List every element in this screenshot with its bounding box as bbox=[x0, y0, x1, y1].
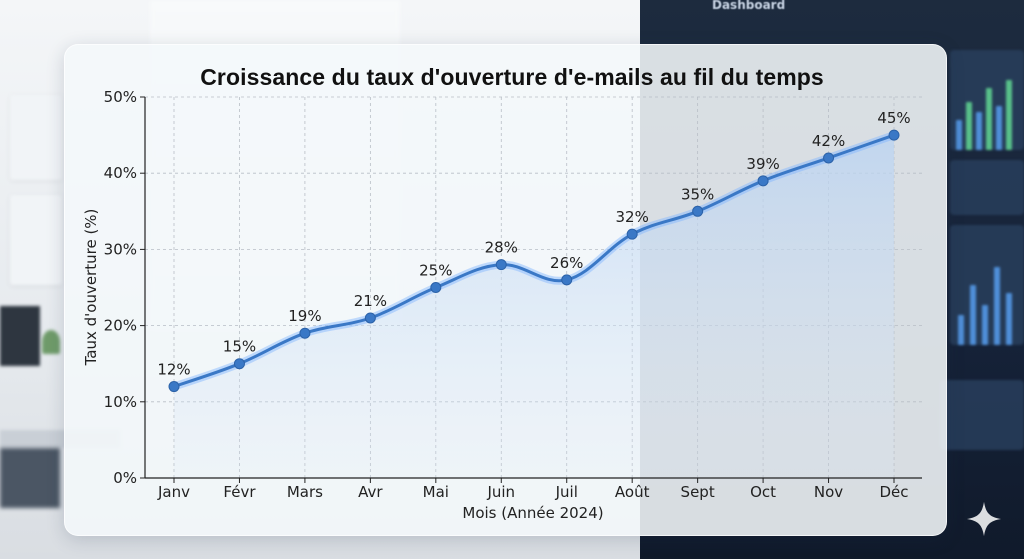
x-tick-label: Août bbox=[615, 483, 650, 501]
y-tick-label: 30% bbox=[104, 240, 137, 258]
dashboard-title: Dashboard bbox=[712, 0, 786, 12]
x-tick-label: Sept bbox=[681, 483, 715, 501]
data-point bbox=[430, 282, 442, 293]
data-label: 28% bbox=[485, 239, 518, 257]
x-tick-label: Mai bbox=[423, 483, 449, 501]
data-point bbox=[757, 175, 769, 187]
x-tick-label: Mars bbox=[287, 483, 323, 501]
x-tick-label: Janv bbox=[157, 483, 190, 501]
data-point bbox=[233, 358, 245, 370]
data-labels: 12% 15% 19% 21% 25% 28% 26% 32% 35% 39% 42% 45% bbox=[157, 109, 910, 378]
data-point bbox=[888, 129, 900, 141]
chart-title: Croissance du taux d'ouverture d'e-mails… bbox=[200, 64, 824, 90]
data-label: 19% bbox=[288, 307, 321, 325]
dashboard-panel-bars bbox=[950, 50, 1024, 150]
axes: 0% 10% 20% 30% 40% 50% Janv Févr Mars Avr Mai Juin J… bbox=[104, 88, 922, 501]
desk-plant bbox=[42, 330, 60, 354]
sparkle-icon bbox=[966, 501, 1002, 537]
data-point bbox=[692, 205, 704, 217]
desk-monitor bbox=[0, 306, 40, 366]
x-tick-label: Déc bbox=[879, 483, 908, 501]
data-points bbox=[168, 129, 900, 393]
data-label: 39% bbox=[746, 155, 779, 173]
data-label: 12% bbox=[157, 361, 190, 379]
y-tick-label: 0% bbox=[113, 469, 137, 487]
data-label: 25% bbox=[419, 262, 452, 280]
dashboard-panel-list bbox=[940, 380, 1024, 450]
wall-poster-donut bbox=[10, 195, 62, 285]
y-tick-label: 20% bbox=[104, 317, 137, 335]
data-label: 35% bbox=[681, 185, 714, 203]
y-tick-label: 40% bbox=[104, 164, 137, 182]
data-point bbox=[561, 274, 573, 286]
x-tick-label: Juil bbox=[555, 483, 578, 501]
data-point bbox=[299, 327, 311, 339]
data-label: 45% bbox=[877, 109, 910, 127]
data-point bbox=[364, 312, 376, 324]
y-tick-label: 10% bbox=[104, 393, 137, 411]
data-point bbox=[495, 259, 507, 271]
area-fill bbox=[174, 135, 894, 478]
y-tick-label: 50% bbox=[104, 88, 137, 106]
x-tick-label: Avr bbox=[358, 483, 383, 501]
data-label: 32% bbox=[616, 208, 649, 226]
dashboard-panel-trend bbox=[950, 225, 1024, 345]
office-chair bbox=[0, 448, 60, 508]
x-tick-label: Nov bbox=[814, 483, 843, 501]
data-label: 15% bbox=[223, 338, 256, 356]
data-label: 42% bbox=[812, 132, 845, 150]
data-label: 26% bbox=[550, 254, 583, 272]
data-point bbox=[168, 381, 180, 393]
x-axis-label: Mois (Année 2024) bbox=[462, 504, 603, 522]
wall-poster-chart bbox=[10, 95, 62, 180]
x-tick-label: Juin bbox=[486, 483, 515, 501]
dashboard-panel-gauge bbox=[950, 160, 1024, 215]
x-tick-label: Févr bbox=[223, 483, 256, 501]
x-tick-label: Oct bbox=[750, 483, 776, 501]
data-point bbox=[823, 152, 835, 164]
data-point bbox=[626, 228, 638, 240]
data-label: 21% bbox=[354, 292, 387, 310]
y-axis-label: Taux d'ouverture (%) bbox=[82, 209, 100, 367]
